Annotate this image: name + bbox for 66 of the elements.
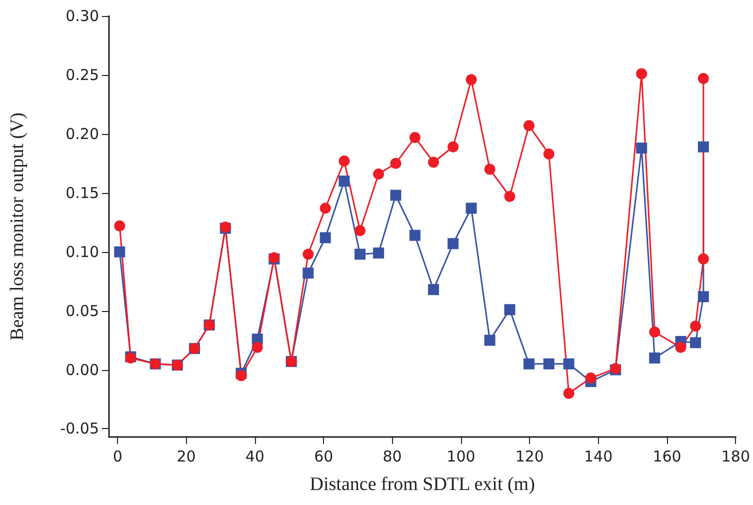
point	[320, 232, 331, 244]
y-tick-label: 0.10	[66, 242, 99, 261]
point	[448, 238, 459, 250]
point	[409, 230, 420, 241]
x-tick-label: 140	[584, 448, 613, 466]
point	[302, 268, 314, 279]
point	[320, 202, 331, 214]
point	[114, 246, 126, 258]
point	[302, 248, 314, 260]
point	[698, 141, 709, 152]
point	[563, 388, 574, 399]
y-tick-label: 0.05	[66, 302, 99, 320]
point	[523, 120, 534, 132]
point	[504, 190, 516, 202]
point	[428, 156, 440, 168]
y-tick-label: 0.00	[66, 360, 99, 379]
x-tick-label: 120	[515, 448, 544, 466]
x-tick-label: 60	[314, 448, 334, 466]
point	[466, 74, 477, 86]
point	[698, 73, 709, 84]
point	[114, 220, 126, 232]
y-tick-label: 0.15	[66, 184, 99, 202]
point	[484, 334, 496, 346]
y-tick-label: 0.20	[66, 124, 99, 143]
point	[649, 352, 660, 364]
point	[636, 142, 648, 154]
x-tick-label: 0	[112, 448, 122, 466]
point	[354, 248, 366, 260]
point	[585, 372, 596, 384]
x-tick-label: 180	[721, 448, 750, 466]
point	[690, 337, 702, 348]
point	[523, 358, 534, 370]
y-axis-title: Beam loss monitor output (V)	[7, 112, 28, 340]
point	[338, 176, 350, 187]
x-tick-label: 100	[446, 448, 476, 466]
point	[236, 370, 247, 382]
point	[636, 68, 648, 80]
y-tick-label: 0.30	[66, 7, 99, 25]
point	[373, 248, 384, 259]
point	[698, 291, 709, 302]
point	[390, 190, 402, 201]
point	[543, 148, 554, 160]
point	[504, 304, 516, 316]
x-tick-label: 160	[652, 448, 682, 466]
point	[373, 168, 384, 180]
point	[338, 156, 350, 167]
point	[466, 202, 477, 214]
point	[563, 358, 574, 370]
point	[690, 320, 702, 332]
point	[448, 141, 459, 152]
y-tick-label: 0.25	[66, 66, 99, 84]
point	[484, 164, 496, 175]
point	[675, 342, 686, 353]
y-tick-label: -0.05	[60, 420, 99, 438]
point	[698, 253, 709, 264]
point	[543, 358, 554, 370]
point	[409, 132, 420, 143]
point	[252, 342, 263, 353]
point	[428, 284, 440, 296]
x-axis-title: Distance from SDTL exit (m)	[310, 474, 535, 495]
point	[390, 158, 402, 169]
x-tick-label: 80	[382, 448, 402, 466]
point	[649, 326, 660, 338]
x-tick-label: 40	[245, 448, 264, 466]
x-tick-label: 20	[176, 448, 196, 466]
point	[354, 225, 366, 236]
